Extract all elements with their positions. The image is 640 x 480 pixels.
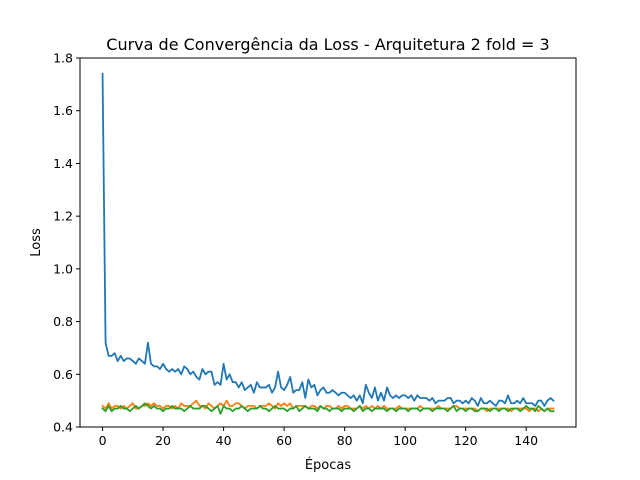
x-tick-label: 60: [276, 433, 292, 448]
y-tick-label: 1.6: [53, 103, 73, 118]
series-line-3: [101, 402, 555, 415]
x-tick-label: 0: [99, 433, 107, 448]
x-tick-label: 20: [155, 433, 171, 448]
series-line-1: [101, 72, 555, 407]
x-axis-ticks: 0 20 40 60 80 100 120 140: [99, 427, 538, 448]
x-tick-label: 100: [393, 433, 417, 448]
x-tick-label: 40: [216, 433, 232, 448]
chart-title: Curva de Convergência da Loss - Arquitet…: [106, 35, 549, 54]
y-axis-label: Loss: [29, 228, 44, 257]
y-tick-label: 1.0: [53, 261, 73, 276]
y-tick-label: 1.2: [53, 209, 73, 224]
y-axis-ticks: 0.4 0.6 0.8 1.0 1.2 1.4 1.6 1.8: [53, 51, 80, 435]
y-tick-label: 1.8: [53, 51, 73, 66]
y-tick-label: 0.8: [53, 314, 73, 329]
y-tick-label: 1.4: [53, 156, 73, 171]
x-tick-label: 80: [337, 433, 353, 448]
y-tick-label: 0.4: [53, 420, 73, 435]
x-tick-label: 120: [454, 433, 478, 448]
x-axis-label: Épocas: [305, 457, 352, 473]
series-layer: [101, 72, 555, 415]
plot-area-frame: [79, 57, 577, 428]
y-tick-label: 0.6: [53, 367, 73, 382]
x-tick-label: 140: [514, 433, 538, 448]
